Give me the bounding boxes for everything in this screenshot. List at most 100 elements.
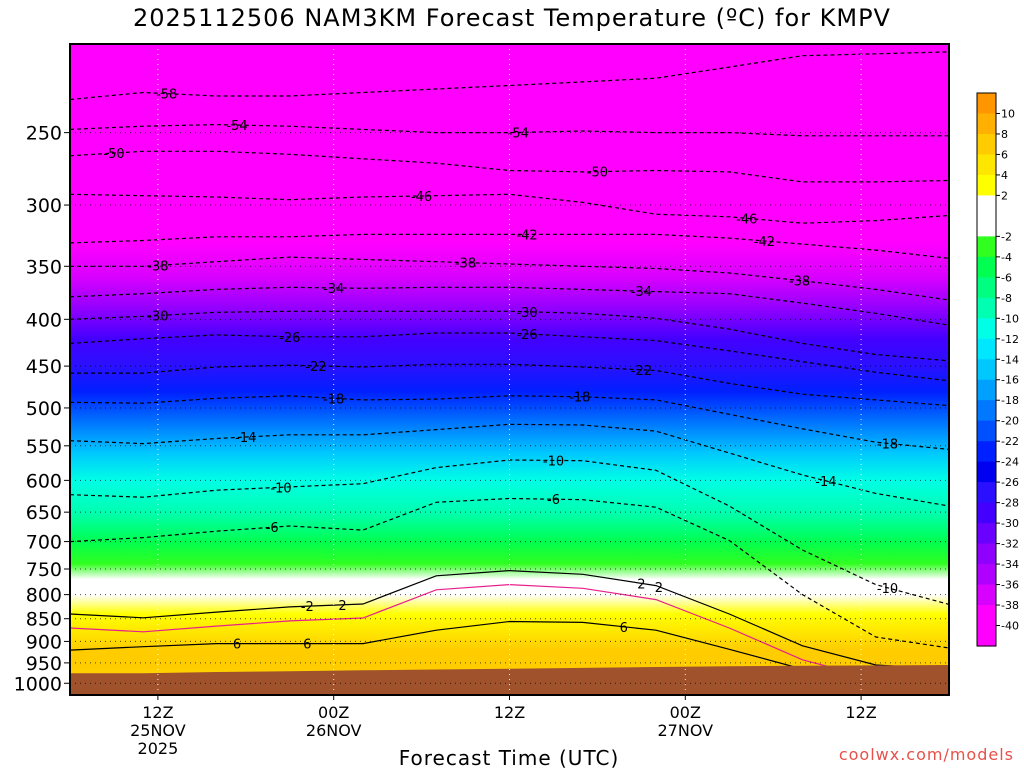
colorbar-cell [977, 605, 996, 627]
contour-label: -2 [301, 600, 314, 615]
colorbar-label: -20 [1001, 415, 1019, 428]
y-tick-label: 900 [26, 631, 62, 653]
colorbar-label: -24 [1001, 456, 1019, 469]
colorbar-label: -16 [1001, 374, 1019, 387]
colorbar-label: -22 [1001, 435, 1019, 448]
colorbar-cell [977, 379, 996, 401]
x-tick-label: 2025 [138, 739, 179, 758]
y-tick-label: 600 [26, 470, 62, 492]
contour-label: -18 [877, 437, 898, 452]
colorbar-cell [977, 93, 996, 115]
colorbar-label: -2 [1001, 230, 1012, 243]
colorbar-cell [977, 338, 996, 360]
y-tick-label: 700 [26, 532, 62, 554]
colorbar-label: 8 [1001, 128, 1008, 141]
colorbar-cell [977, 215, 996, 237]
x-tick-label: 00Z [318, 703, 349, 722]
credit-text: coolwx.com/models [838, 745, 1014, 764]
y-tick-label: 650 [26, 502, 62, 524]
grid-layer [70, 44, 949, 695]
colorbar-label: -12 [1001, 333, 1019, 346]
contour-label: -46 [411, 190, 432, 205]
contour-label: -10 [877, 582, 898, 597]
colorbar-label: -28 [1001, 497, 1019, 510]
colorbar-cell [977, 441, 996, 463]
colorbar-label: -32 [1001, 538, 1019, 551]
contour-label-layer: -58 -54 -54 -50 -50 -46 -46 -42 -42 -38 -38 -38 -34 -… [103, 88, 898, 653]
colorbar-label: 2 [1001, 189, 1008, 202]
colorbar-cell [977, 195, 996, 217]
y-tick-label: 350 [26, 256, 62, 278]
colorbar-frame [976, 92, 997, 647]
contour-label: -50 [587, 166, 608, 181]
y-tick-label: 500 [26, 398, 62, 420]
contour-label: -50 [103, 147, 124, 162]
contour-label: -10 [543, 454, 564, 469]
contour-label: 6 [303, 638, 311, 653]
y-tick-label: 250 [26, 123, 62, 145]
isotherm-line [70, 497, 949, 649]
y-tick-label: 550 [26, 436, 62, 458]
colorbar-cell [977, 236, 996, 258]
contour-label: -22 [631, 364, 652, 379]
colorbar-cell [977, 420, 996, 442]
contour-label: -42 [754, 235, 775, 250]
colorbar-label: -26 [1001, 476, 1019, 489]
colorbar-cell [977, 256, 996, 278]
colorbar-cell [977, 543, 996, 565]
colorbar-cell [977, 482, 996, 504]
x-axis-label: Forecast Time (UTC) [399, 746, 620, 768]
x-tick-label: 12Z [845, 703, 876, 722]
contour-label: -22 [305, 360, 326, 375]
colorbar-cell [977, 502, 996, 524]
y-tick-label: 300 [26, 195, 62, 217]
contour-label: -10 [270, 481, 291, 496]
y-tick-label: 800 [26, 585, 62, 607]
colorbar-cell [977, 461, 996, 483]
y-tick-label: 950 [26, 653, 62, 675]
y-tick-label: 400 [26, 309, 62, 331]
colorbar-cell [977, 584, 996, 606]
colorbar-cell [977, 564, 996, 586]
contour-label: 2 [655, 581, 663, 596]
chart-title: 2025112506 NAM3KM Forecast Temperature (… [133, 4, 891, 32]
x-tick-label: 12Z [494, 703, 525, 722]
colorbar-cell [977, 625, 996, 647]
colorbar-label: -34 [1001, 558, 1019, 571]
colorbar-cell [977, 113, 996, 135]
colorbar-label: 10 [1001, 108, 1015, 121]
y-tick-label: 1000 [14, 673, 62, 695]
contour-label: -54 [508, 126, 529, 141]
colorbar-cell [977, 297, 996, 319]
contour-label: -58 [156, 88, 177, 103]
contour-label: -46 [736, 212, 757, 227]
colorbar-cell [977, 523, 996, 545]
contour-label: -54 [226, 119, 247, 134]
contour-label: 6 [620, 621, 628, 636]
contour-label: -34 [323, 282, 344, 297]
colorbar-cell [977, 174, 996, 197]
x-tick-label: 12Z [142, 703, 173, 722]
y-tick-label: 850 [26, 609, 62, 631]
contour-label: -14 [815, 475, 836, 490]
contour-label: 2 [338, 599, 346, 614]
x-tick-label: 27NOV [658, 721, 714, 740]
contour-label: -42 [516, 228, 537, 243]
colorbar-cell [977, 318, 996, 340]
x-tick-label: 00Z [670, 703, 701, 722]
colorbar-label: -14 [1001, 353, 1019, 366]
colorbar-label: -36 [1001, 579, 1019, 592]
colorbar: 10 8 6 4 2 -2 -4 -6 -8 -10 -12 -14 -16 -18 -20 -22 -24 -2… [976, 92, 1019, 647]
colorbar-label: -4 [1001, 251, 1012, 264]
contour-label: -38 [147, 259, 168, 274]
colorbar-cell [977, 154, 996, 176]
contour-label: -14 [235, 431, 256, 446]
colorbar-label: 6 [1001, 148, 1008, 161]
isotherm-line [70, 395, 949, 450]
contour-label: -34 [631, 285, 652, 300]
contour-label: -38 [789, 275, 810, 290]
colorbar-cell [977, 277, 996, 299]
colorbar-label: -38 [1001, 599, 1019, 612]
